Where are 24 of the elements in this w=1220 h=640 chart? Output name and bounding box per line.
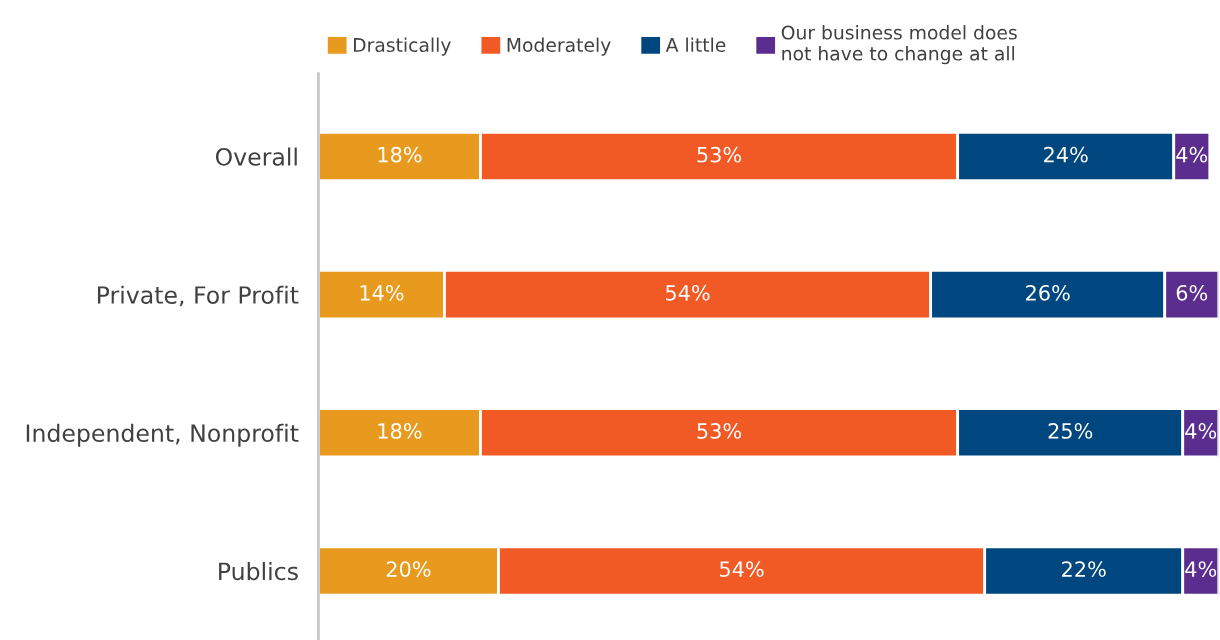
data-label: 26%: [1026, 284, 1070, 301]
data-label: 18%: [378, 423, 422, 439]
y-tick-label: Overall: [215, 147, 297, 166]
data-label: 6%: [1176, 284, 1208, 301]
data-label: 4%: [1176, 146, 1208, 163]
data-label: 24%: [1044, 146, 1088, 163]
data-label: 25%: [1048, 423, 1093, 439]
data-label: 18%: [378, 146, 422, 163]
data-label: 20%: [386, 561, 431, 577]
data-label: 53%: [697, 423, 742, 439]
data-label: 4%: [1185, 561, 1217, 577]
y-tick-label: Independent, Nonprofit: [26, 423, 299, 447]
data-label: 14%: [360, 284, 404, 301]
legend-label: Our business model does not have to change at all: [781, 25, 1017, 65]
data-label: 53%: [697, 146, 742, 163]
legend-label: Drastically: [354, 37, 451, 56]
legend-label: A little: [665, 37, 726, 53]
legend-label: Moderately: [507, 37, 611, 56]
data-label: 54%: [666, 284, 710, 301]
y-tick-label: Publics: [219, 561, 298, 581]
y-tick-label: Private, For Profit: [98, 285, 299, 307]
data-label: 22%: [1062, 561, 1106, 577]
data-label: 54%: [720, 561, 764, 577]
data-label: 4%: [1185, 423, 1217, 439]
